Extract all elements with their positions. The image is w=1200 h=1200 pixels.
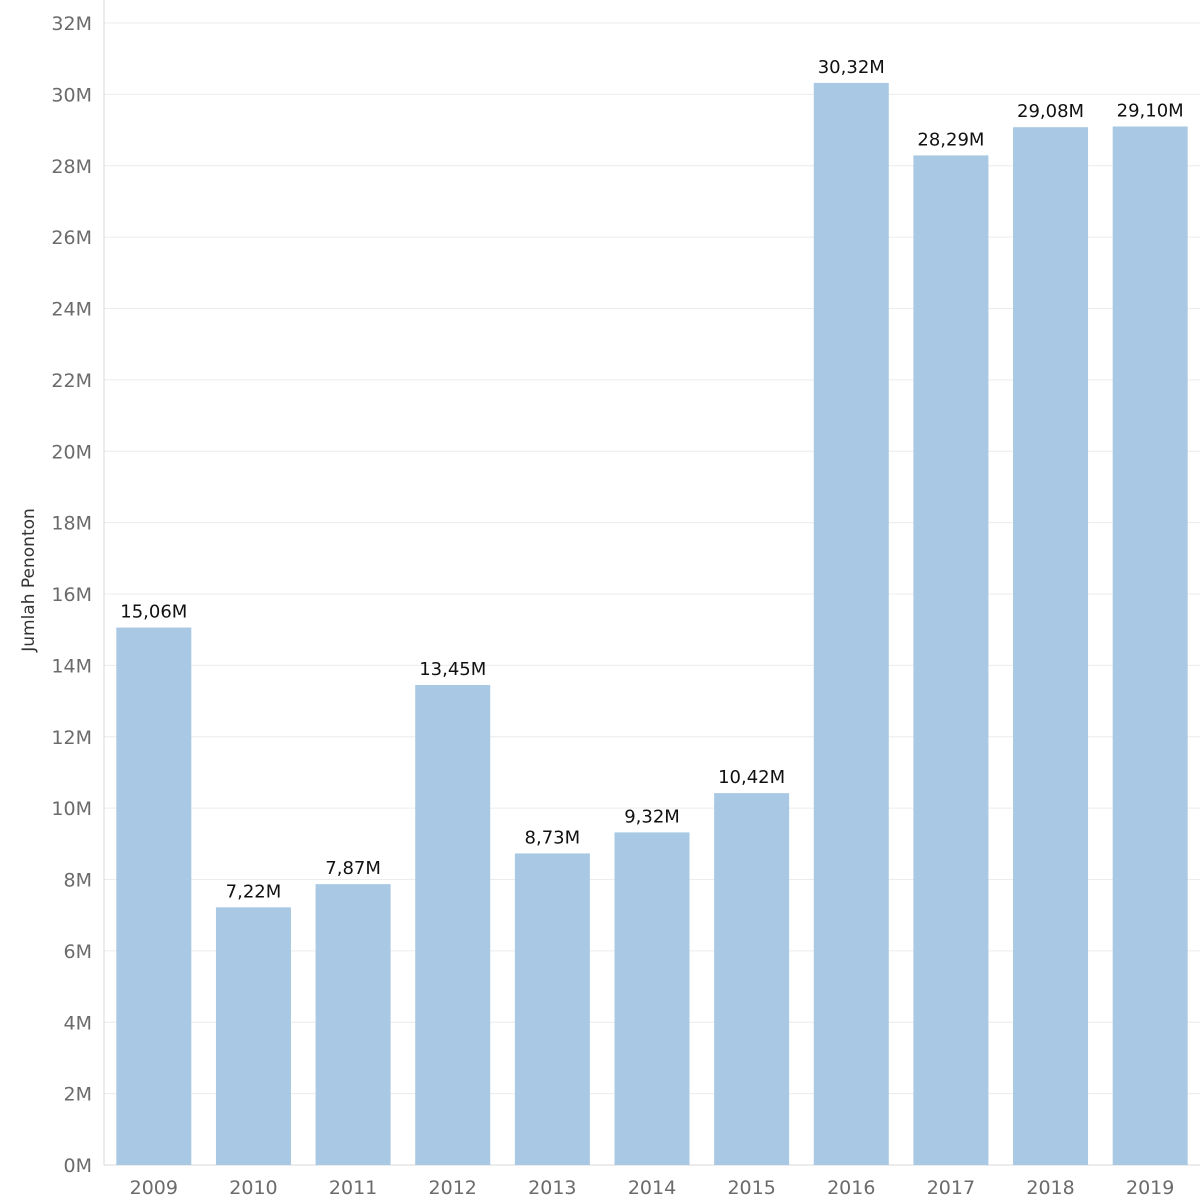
x-tick-label-2015: 2015 xyxy=(727,1177,775,1199)
y-tick-label: 26M xyxy=(51,227,92,249)
data-label-2015: 10,42M xyxy=(718,767,785,788)
data-label-2017: 28,29M xyxy=(917,129,984,150)
y-tick-label: 16M xyxy=(51,584,92,606)
bar-2016 xyxy=(813,82,889,1166)
x-tick-label-2010: 2010 xyxy=(229,1177,277,1199)
data-label-2013: 8,73M xyxy=(525,827,581,848)
bar-2012 xyxy=(415,685,491,1165)
y-tick-label: 32M xyxy=(51,13,92,35)
bar-2015 xyxy=(714,793,790,1165)
data-label-2014: 9,32M xyxy=(624,806,680,827)
y-tick-label: 20M xyxy=(51,441,92,463)
x-tick-label-2018: 2018 xyxy=(1026,1177,1074,1199)
x-tick-label-2009: 2009 xyxy=(130,1177,178,1199)
data-label-2012: 13,45M xyxy=(419,659,486,680)
data-label-2016: 30,32M xyxy=(818,57,885,78)
bar-2017 xyxy=(913,155,989,1165)
bar-2019 xyxy=(1112,126,1188,1165)
y-tick-label: 30M xyxy=(51,84,92,106)
bar-2013 xyxy=(514,853,590,1165)
y-tick-label: 10M xyxy=(51,798,92,820)
data-label-2009: 15,06M xyxy=(120,602,187,623)
bar-2009 xyxy=(116,627,192,1165)
data-labels: 15,06M 7,22M 7,87M 13,45M 8,73M 9,32M 10,42M 30… xyxy=(120,57,1183,902)
data-label-2010: 7,22M xyxy=(226,881,282,902)
y-tick-label: 12M xyxy=(51,727,92,749)
x-axis-ticks: 2009 2010 2011 2012 2013 2014 2015 2016 2017 2018… xyxy=(130,1177,1175,1199)
y-tick-label: 8M xyxy=(64,870,92,892)
y-tick-label: 0M xyxy=(64,1155,92,1177)
y-tick-label: 2M xyxy=(64,1084,92,1106)
y-axis-title: Jumlah Penonton xyxy=(19,508,39,653)
x-tick-label-2017: 2017 xyxy=(927,1177,975,1199)
x-tick-label-2014: 2014 xyxy=(628,1177,676,1199)
y-tick-label: 24M xyxy=(51,299,92,321)
bar-2014 xyxy=(614,832,690,1165)
x-tick-label-2019: 2019 xyxy=(1126,1177,1174,1199)
y-tick-label: 28M xyxy=(51,156,92,178)
bars xyxy=(116,82,1188,1166)
x-tick-label-2012: 2012 xyxy=(429,1177,477,1199)
x-tick-label-2013: 2013 xyxy=(528,1177,576,1199)
y-tick-label: 22M xyxy=(51,370,92,392)
bar-2011 xyxy=(315,884,391,1165)
bar-2010 xyxy=(215,907,291,1165)
y-tick-label: 4M xyxy=(64,1012,92,1034)
x-tick-label-2011: 2011 xyxy=(329,1177,377,1199)
y-tick-label: 18M xyxy=(51,513,92,535)
data-label-2011: 7,87M xyxy=(325,858,381,879)
x-tick-label-2016: 2016 xyxy=(827,1177,875,1199)
y-tick-label: 6M xyxy=(64,941,92,963)
y-axis-ticks: 0M 2M 4M 6M 8M 10M 12M 14M 16M 18M 20M 22M 24M 26M 28M… xyxy=(51,13,92,1177)
data-label-2019: 29,10M xyxy=(1117,100,1184,121)
data-label-2018: 29,08M xyxy=(1017,101,1084,122)
bar-2018 xyxy=(1013,127,1089,1165)
y-tick-label: 14M xyxy=(51,655,92,677)
